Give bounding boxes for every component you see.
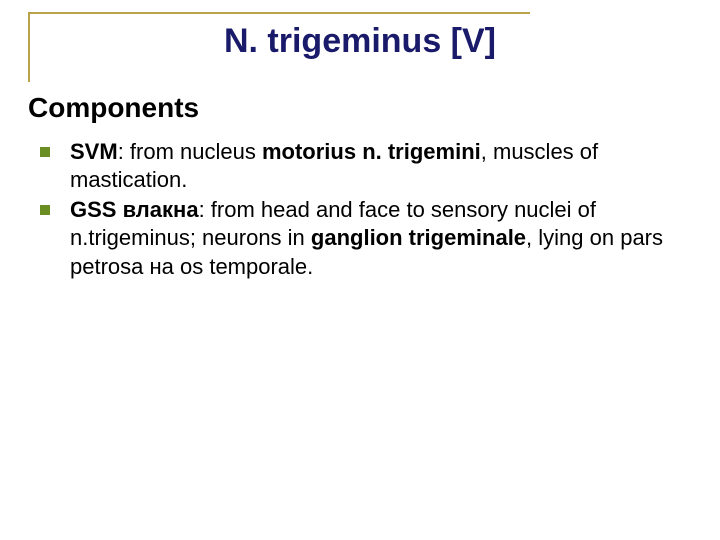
list-item: GSS влакна: from head and face to sensor… xyxy=(40,196,680,280)
frame-top xyxy=(28,12,530,14)
list-item-text: SVM: from nucleus motorius n. trigemini,… xyxy=(70,138,680,194)
bullet-icon xyxy=(40,205,50,215)
slide-title: N. trigeminus [V] xyxy=(0,22,720,61)
slide-subtitle: Components xyxy=(28,92,199,124)
bullet-list: SVM: from nucleus motorius n. trigemini,… xyxy=(40,138,680,283)
bullet-icon xyxy=(40,147,50,157)
list-item: SVM: from nucleus motorius n. trigemini,… xyxy=(40,138,680,194)
list-item-text: GSS влакна: from head and face to sensor… xyxy=(70,196,680,280)
